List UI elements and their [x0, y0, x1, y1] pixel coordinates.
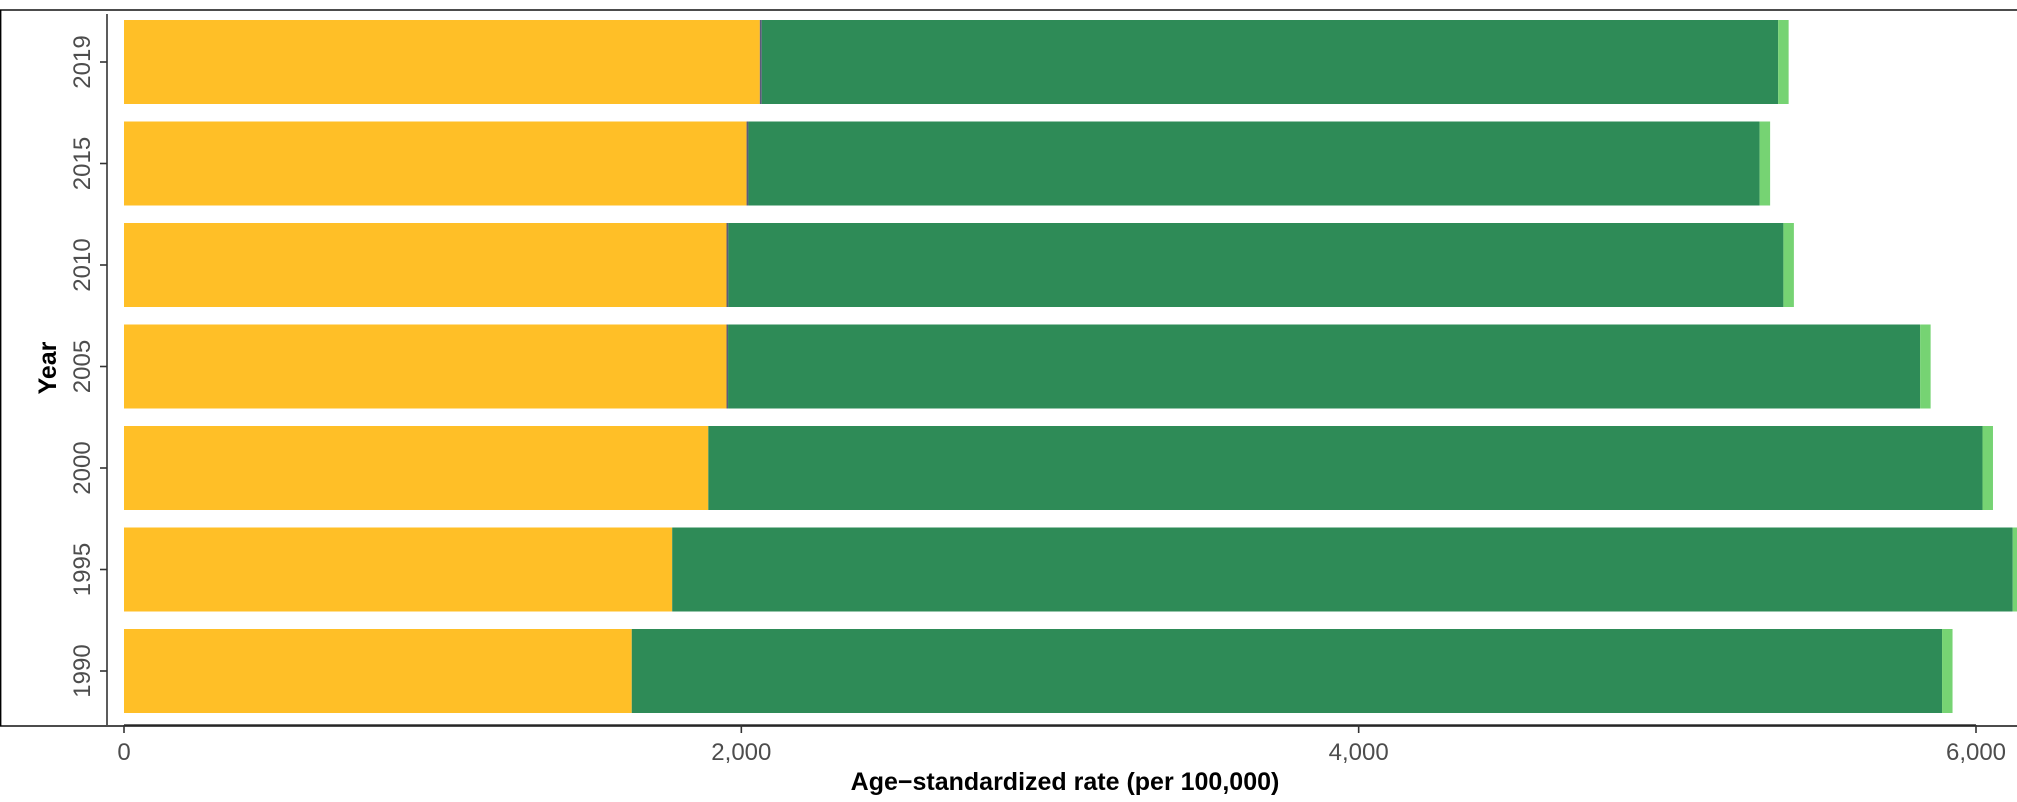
bar-segment-1990-s4 [1942, 629, 1953, 713]
x-tick-label-2000: 2,000 [711, 739, 771, 766]
bar-segment-1990-s3 [631, 629, 1943, 713]
bar-segment-2015-s1 [124, 121, 747, 206]
bar-segment-2010-s1 [124, 223, 727, 307]
x-tick-label-0: 0 [117, 739, 130, 766]
y-tick-label-2000: 2000 [69, 441, 96, 494]
y-tick-label-2019: 2019 [69, 35, 96, 88]
bar-segment-2000-s3 [708, 426, 1983, 510]
y-axis-title: Year [34, 341, 62, 394]
bar-segment-1995-s1 [124, 527, 673, 612]
bar-segment-2019-s2 [759, 20, 762, 104]
bar-segment-2010-s4 [1783, 223, 1794, 307]
outer-frame [0, 9, 2017, 727]
y-tick-label-1995: 1995 [69, 543, 96, 596]
bar-segment-2005-s1 [124, 324, 727, 409]
bar-segment-2005-s3 [728, 324, 1921, 409]
y-axis: 1990 1995 2000 2005 2010 2015 2019 [69, 14, 108, 725]
bar-segment-2015-s2 [746, 121, 749, 206]
bar-segment-2005-s4 [1920, 324, 1931, 409]
bar-segment-1990-s1 [124, 629, 632, 713]
bar-segment-2019-s4 [1778, 20, 1789, 104]
bar-segment-2019-s3 [761, 20, 1779, 104]
bar-segment-2015-s3 [748, 121, 1760, 206]
bar-segment-2010-s2 [726, 223, 729, 307]
x-axis-title: Age−standardized rate (per 100,000) [851, 768, 1280, 796]
x-axis: 0 2,000 4,000 6,000 [117, 724, 2006, 766]
bar-segment-2019-s1 [124, 20, 760, 104]
bar-segment-2000-s4 [1982, 426, 1993, 510]
y-tick-label-2015: 2015 [69, 137, 96, 190]
bars-group [124, 20, 2017, 713]
bar-segment-1995-s3 [672, 527, 2013, 612]
bar-segment-2015-s4 [1759, 121, 1771, 206]
bar-segment-2010-s3 [728, 223, 1784, 307]
x-tick-label-6000: 6,000 [1946, 739, 2006, 766]
y-tick-label-2005: 2005 [69, 340, 96, 393]
y-tick-label-2010: 2010 [69, 238, 96, 291]
bar-segment-2000-s1 [124, 426, 709, 510]
y-tick-label-1990: 1990 [69, 644, 96, 697]
x-tick-label-4000: 4,000 [1329, 739, 1389, 766]
bar-segment-1995-s4 [2012, 527, 2017, 612]
bar-segment-2005-s2 [726, 324, 729, 409]
